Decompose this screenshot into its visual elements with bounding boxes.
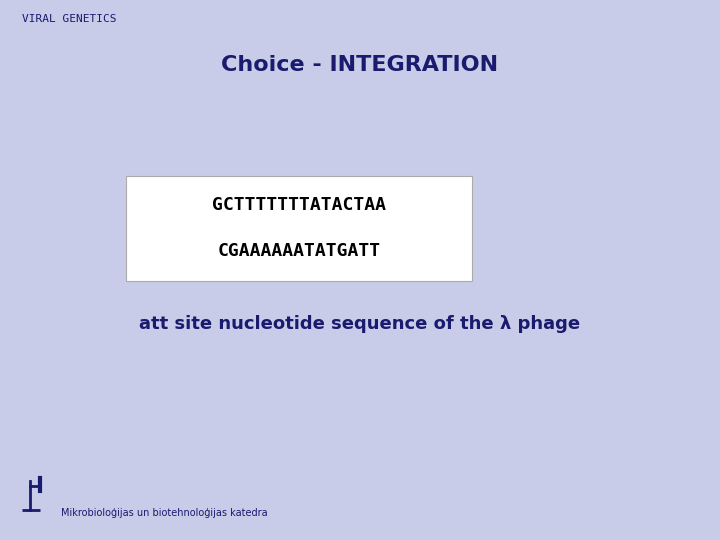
Text: att site nucleotide sequence of the λ phage: att site nucleotide sequence of the λ ph… bbox=[140, 315, 580, 333]
Text: Mikrobioloģijas un biotehnoloģijas katedra: Mikrobioloģijas un biotehnoloģijas kated… bbox=[61, 508, 268, 518]
Text: CGAAAAAATATGATT: CGAAAAAATATGATT bbox=[217, 242, 380, 260]
FancyBboxPatch shape bbox=[126, 176, 472, 281]
Text: VIRAL GENETICS: VIRAL GENETICS bbox=[22, 14, 116, 24]
Text: Choice - INTEGRATION: Choice - INTEGRATION bbox=[222, 55, 498, 75]
Text: GCTTTTTTTATACTAA: GCTTTTTTTATACTAA bbox=[212, 196, 386, 214]
